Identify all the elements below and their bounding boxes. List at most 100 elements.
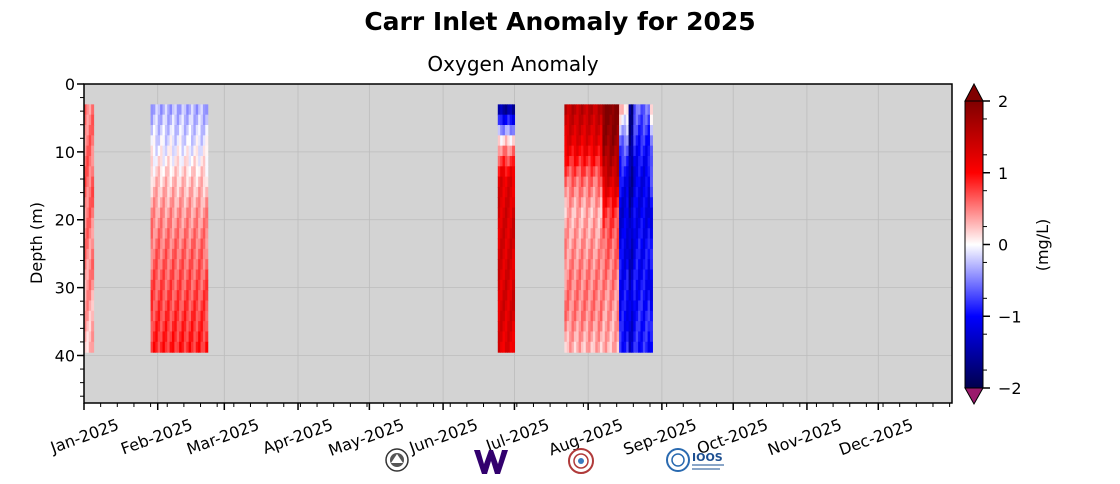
- heat-cell: [597, 310, 601, 322]
- heat-cell: [186, 331, 190, 343]
- heat-cell: [576, 259, 580, 271]
- heat-cell: [88, 269, 92, 281]
- heat-cell: [614, 341, 618, 353]
- heat-cell: [509, 331, 513, 343]
- heat-cell: [152, 341, 156, 353]
- heat-cell: [86, 290, 90, 302]
- heat-cell: [633, 176, 637, 188]
- heat-cell: [502, 290, 506, 302]
- heat-cell: [512, 248, 516, 260]
- heat-cell: [504, 279, 508, 291]
- heat-cell: [576, 321, 580, 333]
- heat-cell: [152, 248, 156, 260]
- heat-cell: [84, 279, 87, 291]
- heat-cell: [638, 166, 642, 178]
- heat-cell: [638, 135, 642, 147]
- heat-cell: [155, 125, 159, 136]
- heat-cell: [157, 248, 161, 260]
- heat-cell: [150, 228, 154, 240]
- heat-cell: [649, 186, 653, 198]
- heat-cell: [576, 104, 580, 116]
- heat-cell: [600, 238, 604, 250]
- heat-cell: [155, 114, 159, 126]
- heat-cell: [595, 331, 599, 343]
- heat-cell: [202, 114, 206, 126]
- heat-cell: [635, 290, 639, 302]
- heat-cell: [592, 166, 596, 178]
- heat-cell: [621, 228, 625, 240]
- anomaly-block: [84, 104, 95, 353]
- heat-cell: [619, 321, 623, 333]
- heat-cell: [609, 104, 613, 116]
- heat-cell: [193, 166, 197, 178]
- heat-cell: [195, 310, 199, 322]
- heat-cell: [588, 290, 592, 302]
- heat-cell: [84, 166, 87, 178]
- heat-cell: [581, 186, 584, 198]
- heat-cell: [183, 125, 187, 136]
- heat-cell: [500, 166, 504, 178]
- heat-cell: [592, 186, 596, 198]
- heat-cell: [171, 176, 175, 188]
- heat-cell: [202, 248, 206, 260]
- heat-cell: [590, 197, 594, 209]
- heat-cell: [171, 279, 175, 291]
- heat-cell: [611, 155, 615, 167]
- heat-cell: [86, 279, 90, 291]
- heat-cell: [626, 331, 630, 343]
- heat-cell: [597, 321, 601, 333]
- heat-cell: [504, 269, 508, 281]
- heat-cell: [571, 145, 575, 157]
- heat-cell: [638, 114, 642, 126]
- heat-cell: [585, 331, 589, 343]
- heat-cell: [626, 269, 630, 281]
- heat-cell: [504, 197, 508, 209]
- heat-cell: [155, 238, 159, 250]
- heat-cell: [162, 125, 166, 136]
- anomaly-block: [619, 104, 630, 353]
- heat-cell: [611, 186, 615, 198]
- heat-cell: [616, 310, 620, 322]
- heat-cell: [205, 217, 209, 229]
- heat-cell: [181, 279, 185, 291]
- heat-cell: [628, 290, 632, 302]
- heat-cell: [497, 228, 501, 240]
- chart-subtitle: Oxygen Anomaly: [427, 52, 598, 76]
- heat-cell: [176, 279, 180, 291]
- heat-cell: [186, 145, 190, 157]
- heat-cell: [183, 145, 187, 157]
- heat-cell: [164, 238, 168, 250]
- heat-cell: [621, 166, 625, 178]
- heat-cell: [183, 290, 187, 302]
- heat-cell: [176, 269, 180, 281]
- heat-cell: [181, 310, 185, 322]
- heat-cell: [502, 125, 506, 136]
- heat-cell: [638, 238, 642, 250]
- heat-cell: [181, 238, 185, 250]
- heat-cell: [647, 155, 651, 167]
- heat-cell: [183, 310, 187, 322]
- heat-cell: [202, 155, 206, 167]
- colorbar-label: (mg/L): [1033, 219, 1052, 272]
- heat-cell: [162, 331, 166, 343]
- heat-cell: [152, 135, 156, 147]
- heat-cell: [581, 197, 584, 209]
- heat-cell: [169, 300, 173, 312]
- heat-cell: [183, 259, 187, 271]
- heat-cell: [583, 197, 587, 209]
- heat-cell: [595, 145, 599, 157]
- heat-cell: [181, 104, 185, 116]
- heat-cell: [569, 321, 573, 333]
- heat-cell: [91, 238, 95, 250]
- chart-title: Carr Inlet Anomaly for 2025: [364, 7, 755, 36]
- heat-cell: [162, 135, 166, 147]
- y-axis-label: Depth (m): [27, 202, 46, 284]
- heat-cell: [509, 176, 513, 188]
- heat-cell: [198, 238, 202, 250]
- heat-cell: [630, 217, 634, 229]
- heat-cell: [174, 104, 178, 116]
- heat-cell: [179, 331, 183, 343]
- heat-cell: [649, 176, 653, 188]
- heat-cell: [191, 176, 194, 188]
- heat-cell: [195, 290, 199, 302]
